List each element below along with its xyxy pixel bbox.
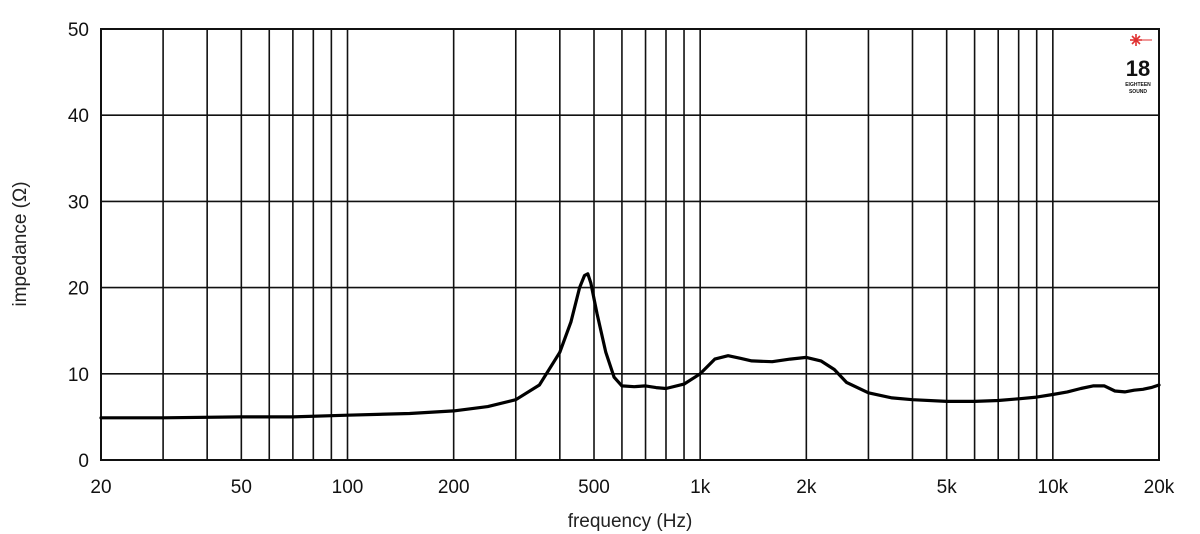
x-tick-label: 200 — [438, 477, 470, 498]
y-axis-ticks: 0 10 20 30 40 50 — [68, 20, 89, 472]
logo-text-line1: EIGHTEEN — [1125, 82, 1151, 88]
x-tick-label: 1k — [690, 477, 711, 498]
x-axis-ticks: 20 50 100 200 500 1k 2k 5k 10k 20k — [90, 477, 1174, 498]
y-tick-label: 40 — [68, 106, 89, 127]
logo-text-line2: SOUND — [1129, 89, 1147, 95]
x-tick-label: 10k — [1038, 477, 1069, 498]
x-tick-label: 100 — [332, 477, 364, 498]
y-tick-label: 20 — [68, 279, 89, 300]
x-tick-label: 20 — [90, 477, 111, 498]
grid-lines — [101, 28, 1159, 461]
x-axis-title: frequency (Hz) — [568, 511, 693, 532]
x-tick-label: 50 — [231, 477, 252, 498]
y-tick-label: 30 — [68, 192, 89, 213]
impedance-curve — [99, 272, 1161, 420]
x-tick-label: 20k — [1144, 477, 1175, 498]
x-tick-label: 2k — [796, 477, 817, 498]
y-tick-label: 10 — [68, 365, 89, 386]
y-tick-label: 0 — [78, 451, 89, 472]
x-tick-label: 500 — [578, 477, 610, 498]
logo-star-icon — [1130, 34, 1152, 46]
x-tick-label: 5k — [937, 477, 958, 498]
y-tick-label: 50 — [68, 20, 89, 41]
plot-frame — [100, 28, 1160, 461]
y-axis-title: impedance (Ω) — [10, 181, 31, 306]
logo-number: 18 — [1126, 56, 1150, 81]
brand-logo: 18 EIGHTEEN SOUND — [1125, 34, 1152, 95]
